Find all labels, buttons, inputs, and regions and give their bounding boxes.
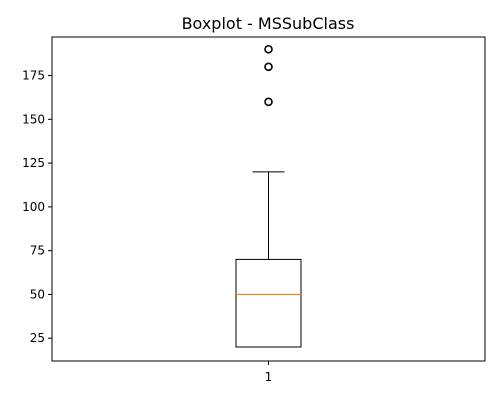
y-tick-label: 125 (22, 156, 45, 170)
outlier-point (264, 97, 273, 107)
y-tick-label: 75 (30, 244, 45, 258)
iqr-box (235, 258, 302, 348)
y-tick-label: 150 (22, 112, 45, 126)
y-axis: 25 50 75 100 125 150 175 (22, 69, 52, 345)
box-group (235, 44, 302, 348)
x-axis: 1 (265, 361, 273, 384)
x-tick-label: 1 (265, 370, 273, 384)
chart-title: Boxplot - MSSubClass (182, 14, 355, 33)
y-tick-label: 50 (30, 287, 45, 301)
outlier-point (264, 62, 273, 72)
outlier-point (264, 44, 273, 54)
y-tick-label: 100 (22, 200, 45, 214)
y-tick-label: 175 (22, 69, 45, 83)
y-tick-label: 25 (30, 331, 45, 345)
